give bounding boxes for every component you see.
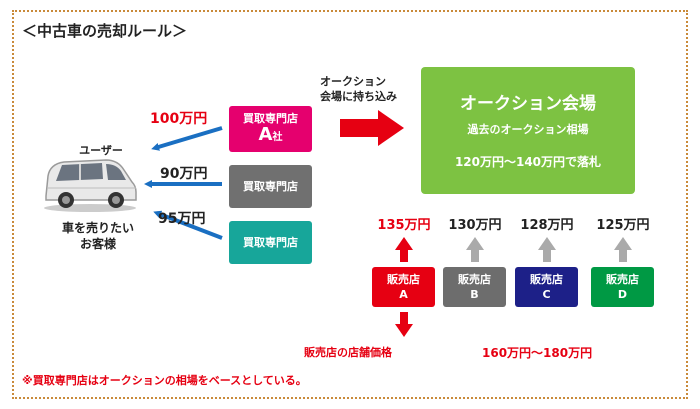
dealer-c: 販売店 C <box>515 267 578 307</box>
dealer-d-up-arrow-icon <box>614 237 632 262</box>
store-price-range: 160万円～180万円 <box>482 346 593 360</box>
store-price-label: 販売店の店舗価格 <box>304 346 392 359</box>
bring-in-arrow-icon <box>340 110 404 146</box>
buy-shop-b: 買取専門店 <box>229 165 312 208</box>
dealer-a-up-arrow-icon <box>395 237 413 262</box>
buy-shop-a: 買取専門店 A社 <box>229 106 312 152</box>
buy-shop-a-label: 買取専門店 <box>243 112 298 125</box>
diagram-title: ＜中古車の売却ルール＞ <box>22 22 188 40</box>
customer-line-1: 車を売りたい <box>61 221 134 235</box>
dealer-b: 販売店 B <box>443 267 506 307</box>
dealer-price-d: 125万円 <box>596 218 650 233</box>
bring-in-line-1: オークション <box>320 75 386 88</box>
customer-line-2: お客様 <box>79 237 116 251</box>
user-label: ユーザー <box>79 144 123 157</box>
dealer-c-up-arrow-icon <box>538 237 556 262</box>
dealer-b-letter: B <box>470 288 479 301</box>
dealer-c-label: 販売店 <box>530 273 563 286</box>
footnote: ※買取専門店はオークションの相場をベースとしている。 <box>22 374 307 387</box>
dealer-b-label: 販売店 <box>458 273 491 286</box>
dealer-d: 販売店 D <box>591 267 654 307</box>
buy-shop-a-letter: A <box>258 124 273 145</box>
dealer-price-b: 130万円 <box>448 218 502 233</box>
dealer-price-a: 135万円 <box>377 218 431 233</box>
auction-title: オークション会場 <box>460 94 596 114</box>
dealer-price-c: 128万円 <box>520 218 574 233</box>
dealer-d-label: 販売店 <box>606 273 639 286</box>
dealer-a-letter: A <box>399 288 408 301</box>
minivan-car-icon <box>44 159 137 212</box>
offer-price-a: 100万円 <box>150 111 208 127</box>
dealer-a-label: 販売店 <box>387 273 420 286</box>
dealer-a: 販売店 A <box>372 267 435 307</box>
offer-arrow-a <box>151 126 223 151</box>
auction-box: オークション会場 過去のオークション相場 120万円～140万円で落札 <box>421 67 635 194</box>
buy-shop-a-suffix: 社 <box>272 132 283 143</box>
bring-in-line-2: 会場に持ち込み <box>320 90 397 103</box>
dealer-d-letter: D <box>617 288 628 301</box>
offer-price-c: 95万円 <box>158 211 206 227</box>
dotted-frame <box>12 10 688 399</box>
auction-range: 120万円～140万円で落札 <box>454 155 602 169</box>
auction-subtitle: 過去のオークション相場 <box>467 123 589 136</box>
dealer-c-letter: C <box>542 288 551 301</box>
offer-price-b: 90万円 <box>160 166 208 182</box>
buy-shop-c: 買取専門店 <box>229 221 312 264</box>
customer-label: 車を売りたい お客様 <box>52 220 144 252</box>
dealer-a-down-arrow-icon <box>395 312 413 337</box>
offer-arrow-c <box>153 210 223 240</box>
bring-in-label: オークション 会場に持ち込み <box>320 74 397 104</box>
dealer-b-up-arrow-icon <box>466 237 484 262</box>
